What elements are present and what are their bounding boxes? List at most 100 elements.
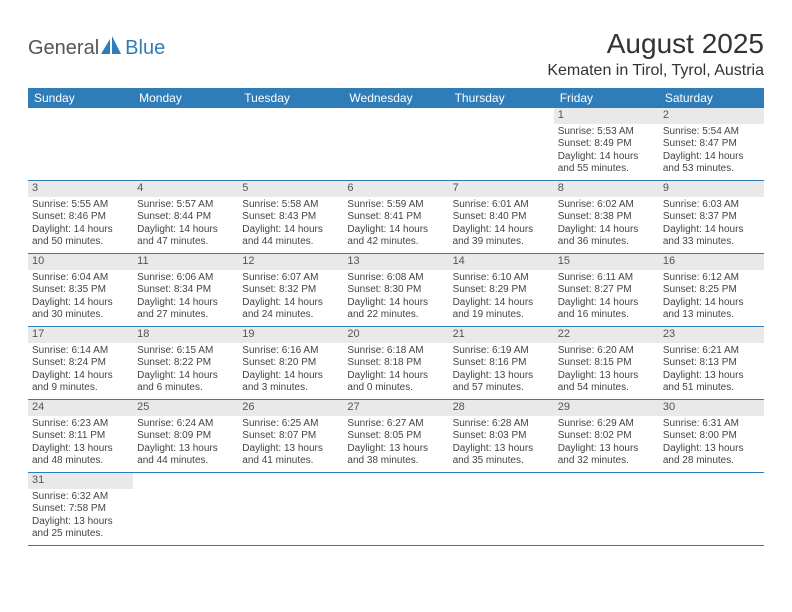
daylight-text: Daylight: 13 hours and 51 minutes. xyxy=(663,370,760,395)
daylight-text: Daylight: 14 hours and 53 minutes. xyxy=(663,151,760,176)
day-content: Sunrise: 5:57 AMSunset: 8:44 PMDaylight:… xyxy=(133,197,238,251)
day-content: Sunrise: 6:15 AMSunset: 8:22 PMDaylight:… xyxy=(133,343,238,397)
sunrise-text: Sunrise: 6:29 AM xyxy=(558,418,655,431)
calendar-empty-cell xyxy=(659,473,764,546)
sunrise-text: Sunrise: 6:03 AM xyxy=(663,199,760,212)
calendar-day-cell: 17Sunrise: 6:14 AMSunset: 8:24 PMDayligh… xyxy=(28,327,133,400)
day-number: 21 xyxy=(449,327,554,343)
daylight-text: Daylight: 13 hours and 35 minutes. xyxy=(453,443,550,468)
day-content: Sunrise: 6:03 AMSunset: 8:37 PMDaylight:… xyxy=(659,197,764,251)
day-content: Sunrise: 6:18 AMSunset: 8:18 PMDaylight:… xyxy=(343,343,448,397)
sunrise-text: Sunrise: 6:24 AM xyxy=(137,418,234,431)
day-number: 12 xyxy=(238,254,343,270)
sunset-text: Sunset: 8:22 PM xyxy=(137,357,234,370)
calendar-day-cell: 14Sunrise: 6:10 AMSunset: 8:29 PMDayligh… xyxy=(449,254,554,327)
day-number: 8 xyxy=(554,181,659,197)
sunrise-text: Sunrise: 6:01 AM xyxy=(453,199,550,212)
calendar-day-cell: 12Sunrise: 6:07 AMSunset: 8:32 PMDayligh… xyxy=(238,254,343,327)
sunset-text: Sunset: 8:02 PM xyxy=(558,430,655,443)
calendar-day-cell: 16Sunrise: 6:12 AMSunset: 8:25 PMDayligh… xyxy=(659,254,764,327)
calendar-day-cell: 28Sunrise: 6:28 AMSunset: 8:03 PMDayligh… xyxy=(449,400,554,473)
calendar-empty-cell xyxy=(343,108,448,181)
day-content: Sunrise: 6:01 AMSunset: 8:40 PMDaylight:… xyxy=(449,197,554,251)
sunset-text: Sunset: 8:05 PM xyxy=(347,430,444,443)
weekday-header: Thursday xyxy=(449,88,554,108)
daylight-text: Daylight: 14 hours and 27 minutes. xyxy=(137,297,234,322)
sunrise-text: Sunrise: 6:20 AM xyxy=(558,345,655,358)
calendar-day-cell: 7Sunrise: 6:01 AMSunset: 8:40 PMDaylight… xyxy=(449,181,554,254)
daylight-text: Daylight: 14 hours and 16 minutes. xyxy=(558,297,655,322)
calendar-day-cell: 2Sunrise: 5:54 AMSunset: 8:47 PMDaylight… xyxy=(659,108,764,181)
day-content: Sunrise: 6:28 AMSunset: 8:03 PMDaylight:… xyxy=(449,416,554,470)
day-number: 15 xyxy=(554,254,659,270)
sunrise-text: Sunrise: 5:59 AM xyxy=(347,199,444,212)
day-content: Sunrise: 5:54 AMSunset: 8:47 PMDaylight:… xyxy=(659,124,764,178)
logo: General Blue xyxy=(28,36,165,60)
day-number: 10 xyxy=(28,254,133,270)
sunset-text: Sunset: 8:03 PM xyxy=(453,430,550,443)
daylight-text: Daylight: 13 hours and 54 minutes. xyxy=(558,370,655,395)
day-content: Sunrise: 6:10 AMSunset: 8:29 PMDaylight:… xyxy=(449,270,554,324)
sunrise-text: Sunrise: 6:32 AM xyxy=(32,491,129,504)
sunset-text: Sunset: 8:11 PM xyxy=(32,430,129,443)
day-content: Sunrise: 6:11 AMSunset: 8:27 PMDaylight:… xyxy=(554,270,659,324)
sunrise-text: Sunrise: 5:54 AM xyxy=(663,126,760,139)
day-content: Sunrise: 6:07 AMSunset: 8:32 PMDaylight:… xyxy=(238,270,343,324)
calendar-week-row: 24Sunrise: 6:23 AMSunset: 8:11 PMDayligh… xyxy=(28,400,764,473)
day-number: 4 xyxy=(133,181,238,197)
calendar-empty-cell xyxy=(554,473,659,546)
day-number: 3 xyxy=(28,181,133,197)
calendar-day-cell: 22Sunrise: 6:20 AMSunset: 8:15 PMDayligh… xyxy=(554,327,659,400)
daylight-text: Daylight: 13 hours and 32 minutes. xyxy=(558,443,655,468)
sunset-text: Sunset: 8:29 PM xyxy=(453,284,550,297)
sunrise-text: Sunrise: 6:12 AM xyxy=(663,272,760,285)
calendar-day-cell: 13Sunrise: 6:08 AMSunset: 8:30 PMDayligh… xyxy=(343,254,448,327)
sunset-text: Sunset: 8:34 PM xyxy=(137,284,234,297)
day-content: Sunrise: 6:31 AMSunset: 8:00 PMDaylight:… xyxy=(659,416,764,470)
day-number: 19 xyxy=(238,327,343,343)
logo-text-general: General xyxy=(28,37,99,60)
calendar-week-row: 17Sunrise: 6:14 AMSunset: 8:24 PMDayligh… xyxy=(28,327,764,400)
daylight-text: Daylight: 14 hours and 33 minutes. xyxy=(663,224,760,249)
calendar-day-cell: 19 Sunrise: 6:16 AMSunset: 8:20 PMDayligh… xyxy=(238,327,343,400)
sunrise-text: Sunrise: 6:28 AM xyxy=(453,418,550,431)
calendar-day-cell: 10Sunrise: 6:04 AMSunset: 8:35 PMDayligh… xyxy=(28,254,133,327)
sunset-text: Sunset: 8:46 PM xyxy=(32,211,129,224)
day-content: Sunrise: 6:19 AMSunset: 8:16 PMDaylight:… xyxy=(449,343,554,397)
calendar-empty-cell xyxy=(28,108,133,181)
sunrise-text: Sunrise: 5:53 AM xyxy=(558,126,655,139)
day-number: 6 xyxy=(343,181,448,197)
day-content: Sunrise: 6:27 AMSunset: 8:05 PMDaylight:… xyxy=(343,416,448,470)
day-number: 2 xyxy=(659,108,764,124)
sunrise-text: Sunrise: 6:14 AM xyxy=(32,345,129,358)
sunset-text: Sunset: 8:00 PM xyxy=(663,430,760,443)
calendar-week-row: 3Sunrise: 5:55 AMSunset: 8:46 PMDaylight… xyxy=(28,181,764,254)
sunrise-text: Sunrise: 6:31 AM xyxy=(663,418,760,431)
day-content: Sunrise: 6:24 AMSunset: 8:09 PMDaylight:… xyxy=(133,416,238,470)
calendar-day-cell: 9Sunrise: 6:03 AMSunset: 8:37 PMDaylight… xyxy=(659,181,764,254)
sunset-text: Sunset: 8:30 PM xyxy=(347,284,444,297)
calendar-page: General Blue August 2025 Kematen in Tiro… xyxy=(0,0,792,556)
day-number: 26 xyxy=(238,400,343,416)
daylight-text: Daylight: 13 hours and 28 minutes. xyxy=(663,443,760,468)
calendar-day-cell: 8Sunrise: 6:02 AMSunset: 8:38 PMDaylight… xyxy=(554,181,659,254)
header: General Blue August 2025 Kematen in Tiro… xyxy=(28,28,764,80)
calendar-empty-cell xyxy=(238,473,343,546)
daylight-text: Daylight: 14 hours and 3 minutes. xyxy=(242,370,339,395)
sunrise-text: Sunrise: 6:16 AM xyxy=(242,345,339,358)
calendar-day-cell: 26Sunrise: 6:25 AMSunset: 8:07 PMDayligh… xyxy=(238,400,343,473)
sunrise-text: Sunrise: 6:21 AM xyxy=(663,345,760,358)
day-number: 18 xyxy=(133,327,238,343)
sunrise-text: Sunrise: 6:07 AM xyxy=(242,272,339,285)
daylight-text: Daylight: 14 hours and 0 minutes. xyxy=(347,370,444,395)
daylight-text: Daylight: 14 hours and 39 minutes. xyxy=(453,224,550,249)
day-number: 29 xyxy=(554,400,659,416)
sunrise-text: Sunrise: 6:23 AM xyxy=(32,418,129,431)
day-content: Sunrise: 6:04 AMSunset: 8:35 PMDaylight:… xyxy=(28,270,133,324)
daylight-text: Daylight: 14 hours and 44 minutes. xyxy=(242,224,339,249)
sunset-text: Sunset: 8:20 PM xyxy=(242,357,339,370)
sunset-text: Sunset: 8:07 PM xyxy=(242,430,339,443)
calendar-day-cell: 24Sunrise: 6:23 AMSunset: 8:11 PMDayligh… xyxy=(28,400,133,473)
sunset-text: Sunset: 8:47 PM xyxy=(663,138,760,151)
weekday-header: Sunday xyxy=(28,88,133,108)
